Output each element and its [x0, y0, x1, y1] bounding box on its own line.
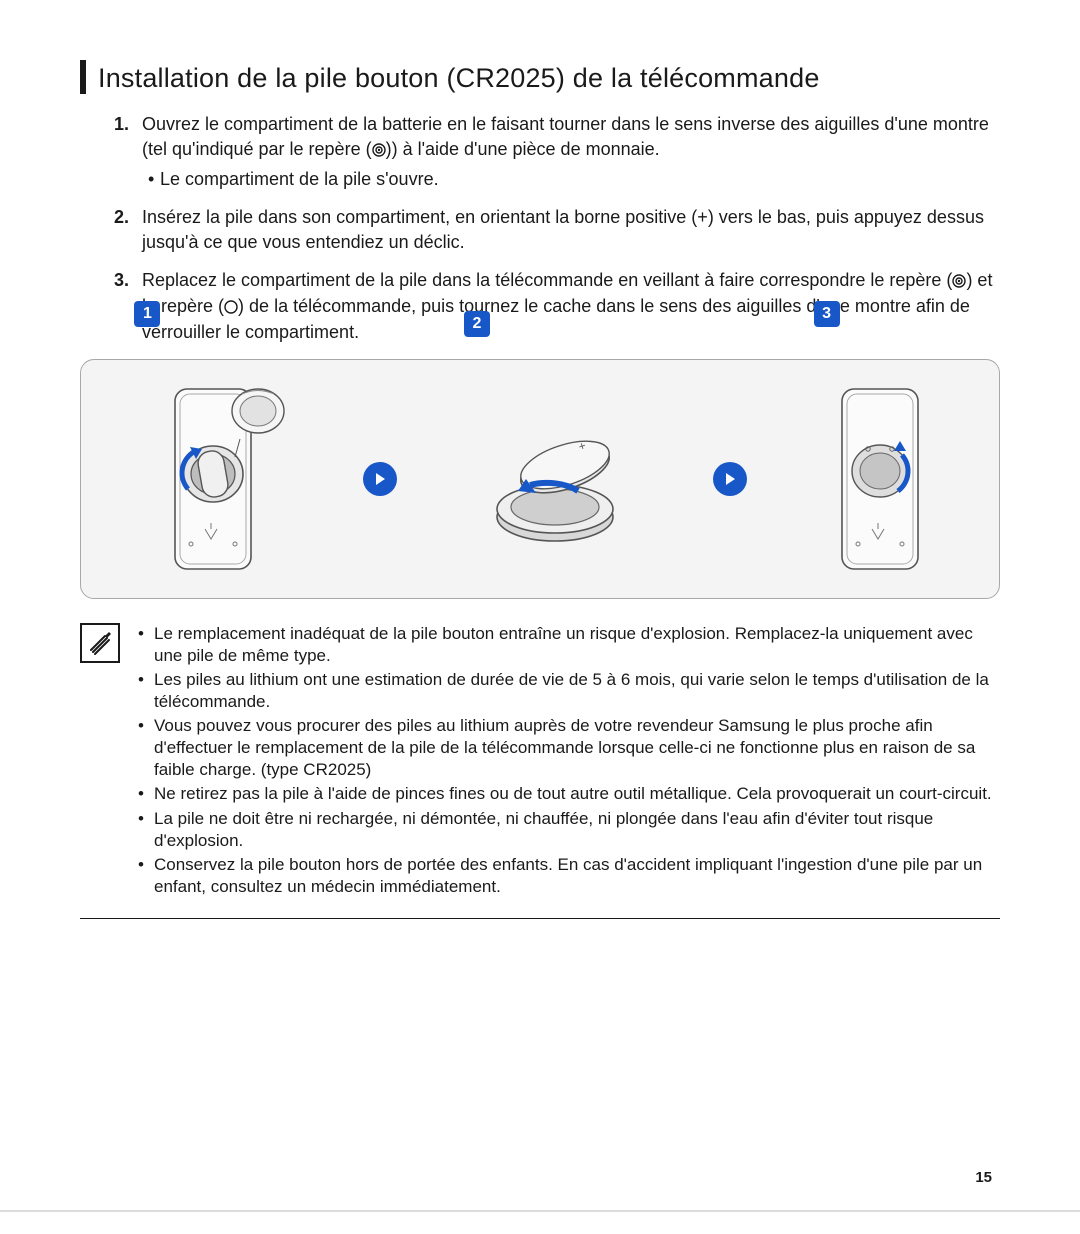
heading-text: Installation de la pile bouton (CR2025) …: [98, 60, 820, 94]
step-text-a: Replacez le compartiment de la pile dans…: [142, 270, 952, 290]
note-item: •Le remplacement inadéquat de la pile bo…: [134, 623, 1000, 667]
bullet-dot: •: [134, 783, 154, 805]
step-text-b: )) à l'aide d'une pièce de monnaie.: [386, 139, 660, 159]
step-text-c: ) de la télécommande, puis tournez le ca…: [142, 296, 970, 342]
step-number: 1.: [114, 112, 136, 191]
step-sub-bullet: • Le compartiment de la pile s'ouvre.: [142, 167, 1000, 191]
bullet-dot: •: [142, 167, 160, 191]
section-heading: Installation de la pile bouton (CR2025) …: [80, 60, 1000, 94]
unlock-mark-icon: [224, 296, 238, 320]
steps-list: 1. Ouvrez le compartiment de la batterie…: [80, 112, 1000, 344]
note-item: •Les piles au lithium ont une estimation…: [134, 669, 1000, 713]
heading-accent-bar: [80, 60, 86, 94]
step-body: Ouvrez le compartiment de la batterie en…: [142, 112, 1000, 191]
panel-badge-1: 1: [134, 301, 160, 327]
note-item: •La pile ne doit être ni rechargée, ni d…: [134, 808, 1000, 852]
step-2: 2. Insérez la pile dans son compartiment…: [114, 205, 1000, 254]
note-text: La pile ne doit être ni rechargée, ni dé…: [154, 808, 1000, 852]
lock-mark-icon: [952, 270, 966, 294]
step-body: Replacez le compartiment de la pile dans…: [142, 268, 1000, 345]
note-text: Le remplacement inadéquat de la pile bou…: [154, 623, 1000, 667]
arrow-next-icon: [363, 462, 397, 496]
battery-insert-illustration: +: [470, 389, 640, 569]
arrow-next-icon: [713, 462, 747, 496]
remote-open-illustration: [140, 379, 290, 579]
figure-panel-2: 2 +: [470, 389, 640, 569]
bullet-dot: •: [134, 854, 154, 898]
panel-badge-3: 3: [814, 301, 840, 327]
step-3: 3. Replacez le compartiment de la pile d…: [114, 268, 1000, 345]
bullet-dot: •: [134, 669, 154, 713]
figure-panel-1: 1: [140, 379, 290, 579]
bullet-dot: •: [134, 715, 154, 781]
note-icon: [80, 623, 120, 663]
note-text: Vous pouvez vous procurer des piles au l…: [154, 715, 1000, 781]
note-item: •Vous pouvez vous procurer des piles au …: [134, 715, 1000, 781]
figure-panel-3: 3: [820, 379, 940, 579]
bullet-dot: •: [134, 623, 154, 667]
step-number: 3.: [114, 268, 136, 345]
page-bottom-rule: [0, 1210, 1080, 1212]
lock-mark-icon: [372, 139, 386, 163]
note-item: •Conservez la pile bouton hors de portée…: [134, 854, 1000, 898]
note-text: Ne retirez pas la pile à l'aide de pince…: [154, 783, 992, 805]
page-number: 15: [975, 1169, 992, 1186]
figure-box: 1: [80, 359, 1000, 599]
remote-close-illustration: [820, 379, 940, 579]
note-text: Conservez la pile bouton hors de portée …: [154, 854, 1000, 898]
step-1: 1. Ouvrez le compartiment de la batterie…: [114, 112, 1000, 191]
panel-badge-2: 2: [464, 311, 490, 337]
step-body: Insérez la pile dans son compartiment, e…: [142, 205, 1000, 254]
bullet-dot: •: [134, 808, 154, 852]
note-block: •Le remplacement inadéquat de la pile bo…: [80, 623, 1000, 919]
step-number: 2.: [114, 205, 136, 254]
note-item: •Ne retirez pas la pile à l'aide de pinc…: [134, 783, 1000, 805]
sub-bullet-text: Le compartiment de la pile s'ouvre.: [160, 167, 439, 191]
note-text: Les piles au lithium ont une estimation …: [154, 669, 1000, 713]
note-list: •Le remplacement inadéquat de la pile bo…: [134, 623, 1000, 900]
